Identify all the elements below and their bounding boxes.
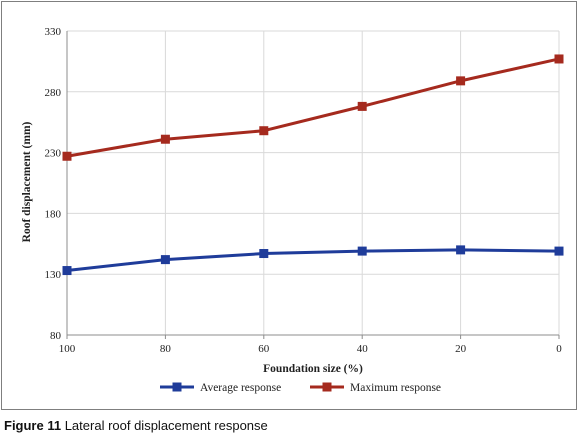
series-1-point: [259, 249, 269, 259]
series-1-point: [456, 245, 466, 255]
series-line-2: [66, 57, 560, 158]
y-tick-label: 330: [45, 26, 62, 38]
series-1-point: [62, 266, 72, 276]
series-layer: [62, 54, 564, 276]
x-tick-label: 40: [357, 343, 369, 355]
figure-label: Figure 11: [4, 418, 62, 433]
legend-marker-1: [172, 382, 182, 392]
figure-caption: Figure 11 Lateral roof displacement resp…: [4, 418, 268, 433]
x-tick-label: 100: [59, 343, 76, 355]
series-2-point: [259, 126, 269, 136]
legend-label-1: Average response: [200, 382, 281, 394]
x-tick-label: 80: [160, 343, 172, 355]
x-tick-label: 20: [455, 343, 467, 355]
chart-frame: [1, 1, 577, 410]
x-axis-title: Foundation size (%): [263, 363, 363, 375]
y-tick-label: 230: [45, 148, 62, 160]
y-tick-label: 280: [45, 87, 62, 99]
series-2-point: [456, 76, 466, 86]
y-tick-label: 130: [45, 269, 62, 281]
figure-caption-text: Lateral roof displacement response: [64, 418, 268, 433]
series-2-point: [357, 101, 367, 111]
series-1-point: [554, 246, 564, 256]
series-line-1: [66, 248, 560, 273]
series-1-point: [160, 255, 170, 265]
legend-marker-2: [322, 382, 332, 392]
legend-label-2: Maximum response: [350, 382, 441, 394]
x-tick-label: 60: [258, 343, 270, 355]
y-tick-label: 80: [50, 330, 62, 342]
series-2-point: [160, 134, 170, 144]
y-tick-label: 180: [45, 208, 62, 220]
y-axis-title: Roof displacement (mm): [21, 121, 33, 242]
x-tick-label: 0: [556, 343, 562, 355]
series-2-point: [62, 151, 72, 161]
legend: Average response Maximum response: [160, 382, 441, 394]
series-1-point: [357, 246, 367, 256]
series-2-point: [554, 54, 564, 64]
